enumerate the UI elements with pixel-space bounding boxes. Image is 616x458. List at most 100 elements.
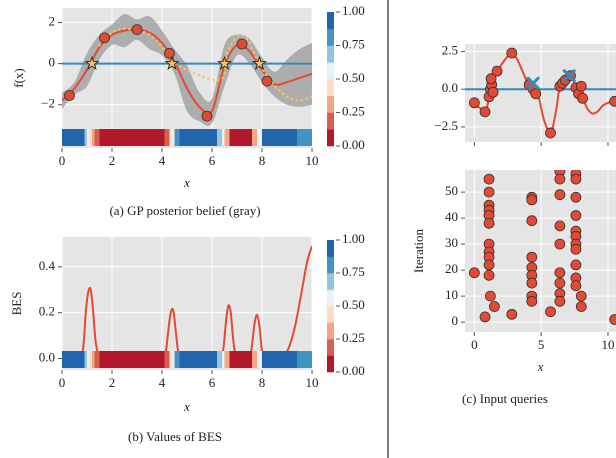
colorbar-tick-label: 0.25 [342, 330, 365, 345]
colorbar-tick-label: 1.00 [342, 231, 365, 246]
y-axis-label: BES [9, 292, 24, 316]
observation [483, 217, 495, 229]
observation [575, 80, 587, 92]
observation [479, 106, 491, 118]
probability-strip [87, 129, 90, 146]
probability-strip [252, 129, 258, 146]
observation [570, 210, 582, 221]
query-marker [526, 76, 540, 90]
probability-strip [169, 129, 173, 146]
observation [570, 280, 582, 292]
probability-strip [174, 351, 180, 368]
y-tick-label: 0.4 [39, 258, 56, 273]
observation [554, 173, 566, 185]
plot-area [62, 14, 312, 146]
observation [526, 251, 538, 263]
observation [526, 194, 538, 206]
probability-strip [224, 351, 230, 368]
probability-strip [84, 129, 88, 146]
probability-strip [229, 129, 253, 146]
level-crossing [252, 55, 267, 70]
observation [530, 88, 542, 100]
colorbar-segment [327, 62, 334, 80]
probability-strip [297, 129, 312, 146]
colorbar-segment [327, 12, 334, 30]
x-tick-label: 10 [601, 337, 614, 352]
colorbar-tick-label: 1.00 [342, 3, 365, 18]
probability-strip [217, 129, 223, 146]
observation [491, 65, 503, 77]
observation [488, 301, 500, 312]
x-axis-label: x [183, 175, 190, 190]
x-axis-label: x [537, 359, 544, 374]
y-tick-label: 20 [445, 261, 458, 276]
x-tick-label: 0 [471, 337, 478, 352]
true-function [98, 27, 312, 102]
observation [506, 47, 518, 59]
observation [526, 215, 538, 227]
probability-strip [262, 351, 298, 368]
observation [609, 95, 616, 107]
y-tick-label: 0.0 [442, 80, 458, 95]
probability-strip [99, 129, 165, 146]
colorbar-segment [327, 306, 334, 323]
colorbar-segment [327, 45, 334, 63]
y-tick-label: −2 [41, 96, 55, 111]
observation [575, 290, 587, 302]
probability-strip [297, 351, 312, 368]
observation [570, 173, 582, 185]
observation [468, 97, 480, 109]
plot-area [465, 47, 616, 139]
observation [201, 110, 213, 122]
x-tick-label: 4 [159, 153, 166, 168]
observation [570, 243, 582, 255]
observation [99, 32, 110, 44]
colorbar-segment [327, 256, 334, 274]
probability-strip [89, 351, 93, 368]
y-axis-label: Iteration [411, 228, 426, 273]
observation [236, 38, 248, 50]
colorbar-tick-label: 0.50 [342, 70, 365, 85]
probability-strip [94, 129, 100, 146]
colorbar-segment [327, 355, 334, 373]
y-tick-label: −2.5 [434, 118, 458, 133]
y-tick-label: 0.2 [39, 304, 55, 319]
probability-strip [252, 351, 258, 368]
probability-strip [92, 129, 95, 146]
probability-strip [92, 351, 95, 368]
observation [545, 127, 556, 139]
probability-strip [174, 129, 180, 146]
x-tick-label: 6 [209, 375, 216, 390]
plot-area [468, 170, 616, 325]
colorbar-segment [327, 240, 334, 257]
probability-strip [169, 351, 173, 368]
probability-strip [257, 129, 263, 146]
probability-strip [164, 129, 170, 146]
observation [479, 311, 491, 323]
observation [483, 259, 495, 271]
observation [468, 267, 480, 279]
observation [554, 295, 566, 307]
observation [554, 238, 566, 250]
x-tick-label: 10 [306, 375, 319, 390]
x-tick-label: 6 [209, 153, 216, 168]
colorbar-segment [327, 339, 334, 356]
colorbar-tick-label: 0.25 [342, 103, 365, 118]
y-axis-label: f(x) [11, 68, 26, 88]
x-axis-label: x [183, 399, 190, 414]
colorbar-tick-label: 0.00 [342, 363, 365, 378]
query-marker [562, 69, 576, 83]
colorbar-segment [327, 322, 334, 340]
colorbar-tick-label: 0.75 [342, 36, 365, 51]
probability-strip [172, 129, 175, 146]
plot-background [62, 237, 312, 370]
colorbar-segment [327, 289, 334, 307]
probability-strip [164, 351, 170, 368]
uncertainty-band [62, 14, 312, 126]
probability-strip [89, 129, 93, 146]
x-tick-label: 0 [59, 375, 66, 390]
y-tick-label: 2.5 [442, 43, 458, 58]
y-tick-label: 0 [49, 55, 56, 70]
observation [554, 189, 566, 201]
